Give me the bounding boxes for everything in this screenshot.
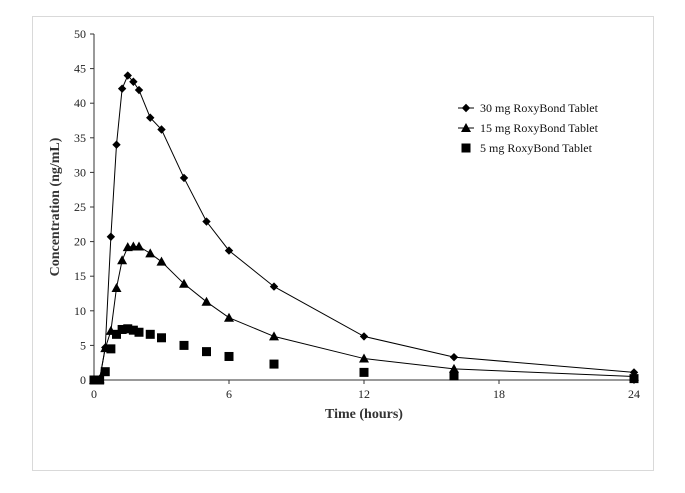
square-series-point (629, 374, 639, 384)
diamond-series-line (93, 74, 635, 381)
x-tick-label: 12 (358, 387, 370, 401)
triangle-series-point (449, 363, 459, 373)
y-tick-label: 5 (80, 338, 86, 352)
square-series-point (89, 375, 99, 385)
triangle-series-point (269, 331, 279, 341)
triangle-series-point (117, 255, 128, 265)
diamond-series-point (449, 352, 459, 362)
legend-marker (461, 123, 471, 132)
diamond-series-point (269, 282, 279, 291)
y-axis-title: Concentration (ng/mL) (48, 137, 63, 276)
triangle-series-point (179, 278, 189, 288)
diamond-series-point (157, 125, 166, 134)
square-series-point (123, 324, 133, 334)
y-tick-label: 20 (74, 235, 86, 249)
square-series-point (202, 347, 211, 357)
square-series-point (269, 359, 279, 369)
triangle-series-point (359, 353, 369, 363)
square-series-point (128, 325, 138, 335)
triangle-series-point (156, 256, 167, 266)
square-series-point (106, 344, 116, 354)
square-series-point (112, 329, 121, 339)
legend-marker (461, 103, 471, 113)
y-tick-label: 40 (74, 96, 86, 110)
triangle-series-point (145, 248, 156, 258)
square-series-point (179, 340, 189, 350)
diamond-series-point (179, 173, 189, 183)
triangle-series-point (134, 241, 144, 251)
legend-marker (461, 143, 471, 153)
square-series-point (134, 327, 144, 337)
chart-frame: 0 5 10 15 20 25 30 35 40 45 50 0 6 12 18 24 Time (hours)… (32, 16, 654, 471)
square-series-point (224, 351, 234, 361)
square-series-point (95, 375, 105, 385)
legend-label: 30 mg RoxyBond Tablet (480, 101, 599, 115)
y-tick-label: 45 (74, 62, 86, 76)
y-tick-label: 35 (74, 131, 86, 145)
y-tick-label: 25 (74, 200, 86, 214)
y-tick-label: 30 (74, 165, 86, 179)
x-tick-label: 6 (226, 387, 232, 401)
triangle-series-point (201, 296, 212, 306)
square-series-point (100, 367, 110, 377)
square-series-point (117, 324, 127, 334)
diamond-series-point (106, 232, 116, 241)
diamond-series-point (202, 217, 211, 226)
y-tick-label: 0 (80, 373, 86, 387)
square-series-point (449, 371, 459, 381)
square-series-point (145, 329, 155, 339)
diamond-series-point (224, 246, 234, 255)
y-tick-label: 50 (74, 27, 86, 41)
square-series-point (157, 333, 166, 343)
diamond-series-point (117, 84, 127, 93)
legend-label: 15 mg RoxyBond Tablet (480, 121, 599, 135)
diamond-series-point (123, 71, 132, 80)
y-tick-label: 10 (74, 304, 86, 318)
triangle-series-point (111, 282, 122, 292)
chart-svg: 0 5 10 15 20 25 30 35 40 45 50 0 6 12 18 24 Time (hours)… (48, 27, 640, 422)
diamond-series-point (134, 85, 144, 95)
diamond-series-point (112, 140, 121, 149)
diamond-series-point (359, 332, 369, 341)
x-tick-label: 24 (628, 387, 640, 401)
x-tick-label: 0 (91, 387, 97, 401)
legend-label: 5 mg RoxyBond Tablet (480, 141, 593, 155)
triangle-series-point (224, 312, 234, 322)
y-tick-label: 15 (74, 269, 86, 283)
x-tick-label: 18 (493, 387, 505, 401)
square-series-point (359, 367, 369, 377)
x-axis-title: Time (hours) (325, 407, 403, 422)
